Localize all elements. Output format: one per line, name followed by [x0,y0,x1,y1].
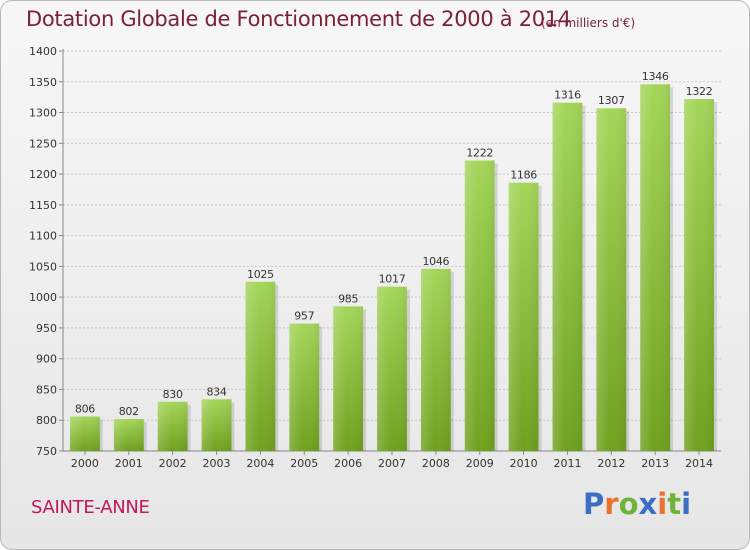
bar-highlight [684,99,714,451]
data-label-2000: 806 [75,403,95,416]
x-tick-label-2004: 2004 [246,457,274,470]
y-tick-label: 750 [36,445,57,458]
x-tick-label-2014: 2014 [685,457,713,470]
x-tick-label-2003: 2003 [203,457,231,470]
bar-highlight [377,286,407,451]
data-label-2011: 1316 [554,89,581,102]
x-tick-label-2001: 2001 [115,457,143,470]
data-label-2007: 1017 [379,273,406,286]
y-tick-label: 850 [36,383,57,396]
y-tick-label: 1100 [29,230,57,243]
data-label-2004: 1025 [247,268,274,281]
x-tick-label-2012: 2012 [597,457,625,470]
data-label-2003: 834 [206,385,226,398]
bar-highlight [157,401,188,451]
y-tick-label: 1250 [29,137,57,150]
logo-letter: P [583,487,605,521]
data-label-2009: 1222 [466,147,493,160]
y-tick-label: 1000 [29,291,57,304]
bar-highlight [70,416,100,451]
data-label-2005: 957 [294,310,314,323]
x-tick-label-2000: 2000 [71,457,99,470]
data-label-2013: 1346 [642,70,669,83]
x-tick-label-2006: 2006 [334,457,362,470]
logo-letter: r [604,487,619,521]
x-tick-label-2002: 2002 [159,457,187,470]
data-label-2008: 1046 [422,255,449,268]
chart-title: Dotation Globale de Fonctionnement de 20… [26,7,571,31]
commune-name: SAINTE-ANNE [31,497,150,518]
bar-highlight [201,399,232,451]
logo-letter: t [667,487,682,521]
bar-highlight [640,84,671,451]
axes: 750 800 850 900 950 1000 1050 1100 1150 1200 1250 1… [29,45,721,470]
y-tick-label: 1150 [29,199,57,212]
unit-note: (en milliers d'€) [541,16,636,30]
bar-highlight [596,108,627,451]
y-tick-label: 950 [36,322,57,335]
logo-letter: i [657,487,668,521]
bar-highlight [289,323,320,451]
bar-highlight [245,281,276,451]
y-tick-label: 1200 [29,168,57,181]
x-tick-label-2005: 2005 [290,457,318,470]
y-tick-label: 800 [36,414,57,427]
y-tick-label: 1350 [29,76,57,89]
logo-letter: x [638,487,658,521]
x-tick-label-2011: 2011 [553,457,581,470]
bar-highlight [508,182,539,451]
x-tick-label-2013: 2013 [641,457,669,470]
bar-highlight [333,306,364,451]
y-tick-label: 1300 [29,107,57,120]
bar-highlight [113,419,144,451]
data-label-2010: 1186 [510,169,537,182]
x-tick-label-2007: 2007 [378,457,406,470]
x-tick-label-2009: 2009 [466,457,494,470]
data-label-2012: 1307 [598,94,625,107]
bar-highlight [420,268,451,451]
data-labels: 806 802 830 834 1025 957 985 1017 1046 1222 1186 13… [75,70,713,418]
data-label-2002: 830 [163,388,183,401]
logo-letter: o [618,487,639,521]
bar-highlight [464,160,495,452]
data-label-2014: 1322 [686,85,713,98]
x-tick-label-2008: 2008 [422,457,450,470]
bar-highlight [552,102,583,451]
x-tick-label-2010: 2010 [510,457,538,470]
data-label-2001: 802 [119,405,139,418]
data-label-2006: 985 [338,292,358,305]
bars [70,84,717,452]
y-tick-label: 1400 [29,45,57,58]
y-tick-label: 1050 [29,260,57,273]
logo-letter: i [681,487,692,521]
y-tick-label: 900 [36,353,57,366]
proxiti-logo: Proxiti [583,487,691,521]
